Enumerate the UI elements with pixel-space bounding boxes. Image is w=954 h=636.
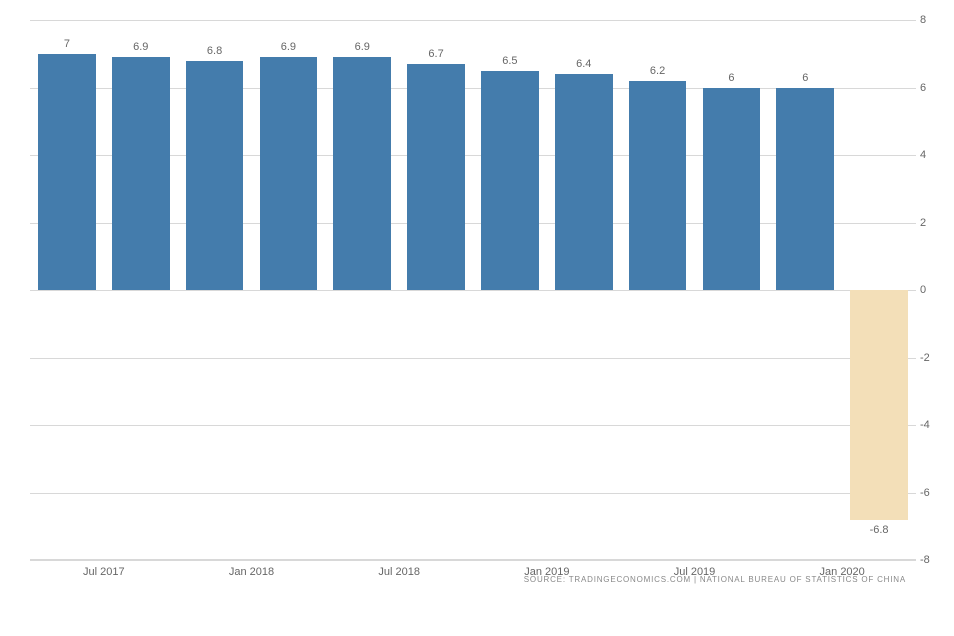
- bar: [407, 64, 465, 290]
- y-tick-label: -2: [920, 352, 944, 364]
- chart-container: -8-6-4-20246876.96.86.96.96.76.56.46.266…: [30, 20, 916, 590]
- x-tick-label: Jul 2019: [674, 566, 716, 578]
- bar: [703, 88, 761, 291]
- y-tick-label: 4: [920, 149, 944, 161]
- bar-value-label: 6.9: [281, 41, 296, 53]
- bar-value-label: 6.9: [355, 41, 370, 53]
- y-tick-label: -8: [920, 554, 944, 566]
- bar-value-label: 6.8: [207, 45, 222, 57]
- x-tick-label: Jul 2018: [378, 566, 420, 578]
- y-tick-label: -6: [920, 487, 944, 499]
- bar: [776, 88, 834, 291]
- bar-value-label: 6.9: [133, 41, 148, 53]
- bar-value-label: 7: [64, 38, 70, 50]
- gridline: [30, 425, 916, 426]
- bar: [38, 54, 96, 290]
- bar: [186, 61, 244, 291]
- bar: [481, 71, 539, 290]
- x-tick-label: Jan 2018: [229, 566, 274, 578]
- bar-value-label: 6.2: [650, 65, 665, 77]
- gridline: [30, 493, 916, 494]
- x-tick-label: Jan 2019: [524, 566, 569, 578]
- y-tick-label: 6: [920, 82, 944, 94]
- bar: [555, 74, 613, 290]
- y-tick-label: -4: [920, 419, 944, 431]
- bar-value-label: -6.8: [870, 524, 889, 536]
- bar-value-label: 6.5: [502, 55, 517, 67]
- bar-value-label: 6: [802, 72, 808, 84]
- bar: [112, 57, 170, 290]
- bar: [629, 81, 687, 290]
- y-tick-label: 2: [920, 217, 944, 229]
- x-tick-label: Jan 2020: [820, 566, 865, 578]
- y-tick-label: 8: [920, 14, 944, 26]
- plot-area: -8-6-4-20246876.96.86.96.96.76.56.46.266…: [30, 20, 916, 560]
- gridline: [30, 290, 916, 291]
- gridline: [30, 20, 916, 21]
- bar-value-label: 6.4: [576, 58, 591, 70]
- bar-value-label: 6.7: [428, 48, 443, 60]
- bar-value-label: 6: [728, 72, 734, 84]
- bar: [260, 57, 318, 290]
- gridline: [30, 358, 916, 359]
- gridline: [30, 560, 916, 561]
- bar: [333, 57, 391, 290]
- x-tick-label: Jul 2017: [83, 566, 125, 578]
- bar: [850, 290, 908, 520]
- y-tick-label: 0: [920, 284, 944, 296]
